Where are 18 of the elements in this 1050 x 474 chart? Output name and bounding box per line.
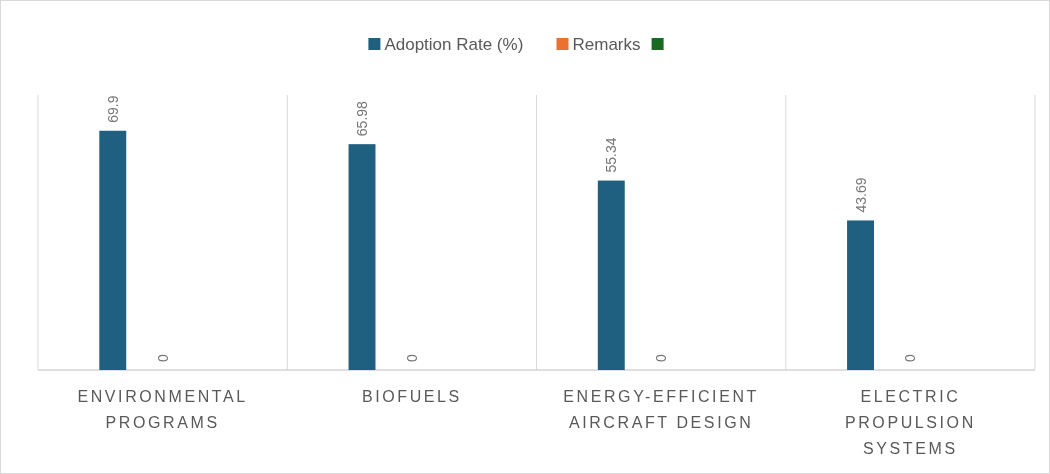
- data-label: 0: [902, 354, 919, 362]
- data-label: 55.34: [603, 137, 620, 173]
- data-label: 43.69: [852, 177, 869, 213]
- x-tick-label: ELECTRIC PROPULSION SYSTEMS: [844, 388, 976, 457]
- legend-label: Remarks: [572, 35, 641, 54]
- legend-label: Adoption Rate (%): [384, 35, 524, 54]
- bar: [847, 220, 874, 370]
- x-tick-label: ENVIRONMENTAL PROGRAMS: [77, 388, 248, 431]
- x-tick-label: ENERGY-EFFICIENT AIRCRAFT DESIGN: [563, 388, 759, 431]
- bar: [348, 144, 376, 370]
- x-tick-label: BIOFUELS: [361, 388, 462, 405]
- data-label: 65.98: [354, 100, 371, 137]
- bar: [597, 180, 625, 370]
- data-label: 69.9: [104, 95, 121, 123]
- bar: [99, 130, 127, 370]
- data-label: 0: [653, 354, 670, 362]
- data-label: 0: [403, 354, 420, 362]
- data-label: 0: [154, 354, 171, 362]
